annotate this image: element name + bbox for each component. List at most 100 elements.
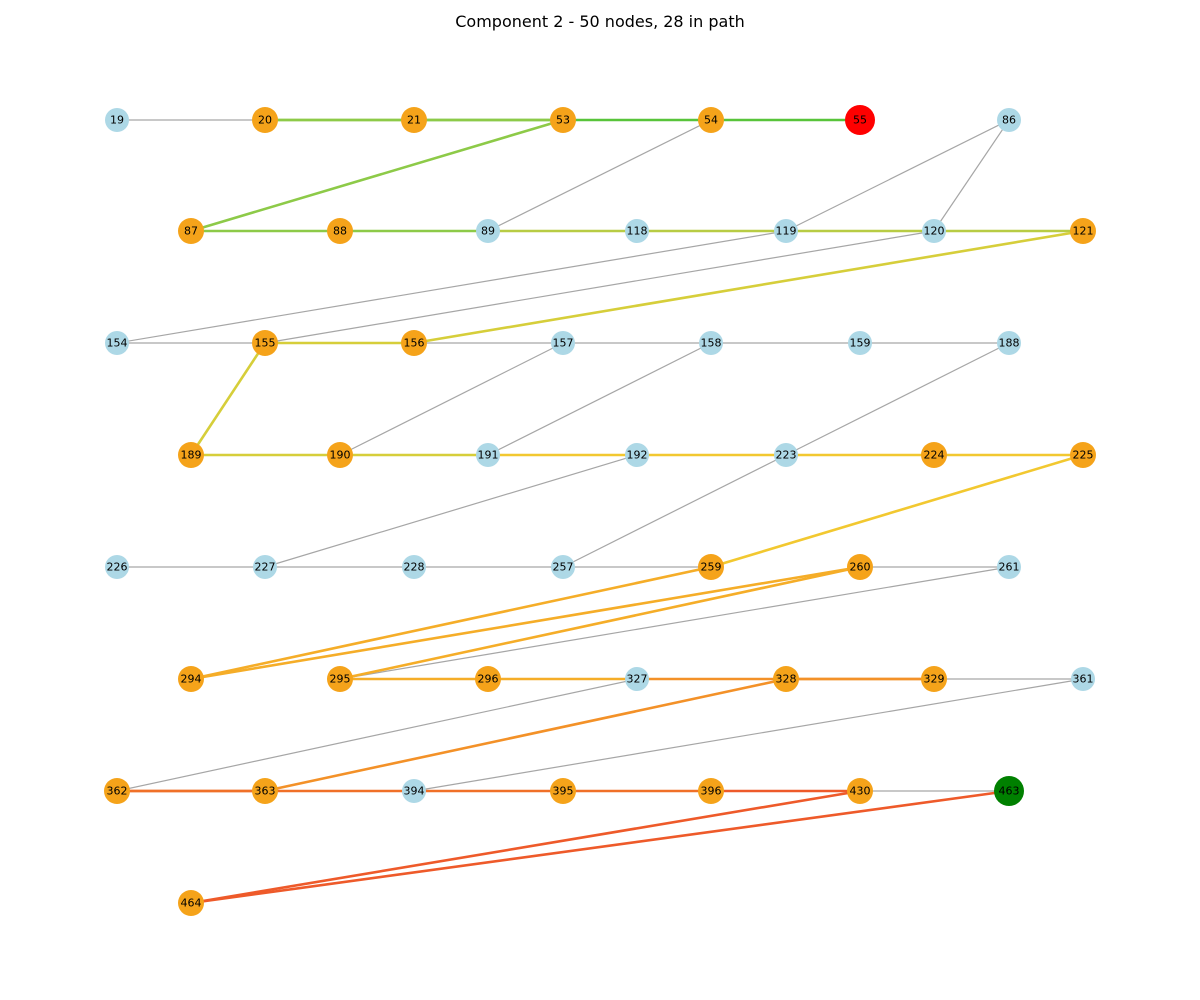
node-label-192: 192 [627, 449, 648, 462]
node-label-328: 328 [776, 673, 797, 686]
edge-192-227 [264, 454, 638, 568]
node-21: 21 [401, 107, 427, 133]
edge-120-155 [264, 230, 935, 344]
node-circle-119 [774, 219, 798, 243]
node-circle-154 [105, 331, 129, 355]
node-circle-228 [402, 555, 426, 579]
node-circle-121 [1070, 218, 1096, 244]
node-55: 55 [845, 105, 875, 135]
node-363: 363 [252, 778, 278, 804]
node-361: 361 [1071, 667, 1095, 691]
node-label-87: 87 [184, 225, 198, 238]
node-circle-53 [550, 107, 576, 133]
node-463: 463 [994, 776, 1024, 806]
node-circle-190 [327, 442, 353, 468]
path-edge-121-156 [412, 229, 1085, 345]
path-edge-430-464 [189, 789, 862, 905]
node-label-154: 154 [107, 337, 128, 350]
node-label-294: 294 [181, 673, 202, 686]
node-225: 225 [1070, 442, 1096, 468]
node-circle-260 [847, 554, 873, 580]
node-label-225: 225 [1073, 449, 1094, 462]
edge-158-191 [487, 342, 712, 456]
node-label-20: 20 [258, 114, 272, 127]
node-label-226: 226 [107, 561, 128, 574]
node-circle-223 [774, 443, 798, 467]
node-label-223: 223 [776, 449, 797, 462]
node-295: 295 [327, 666, 353, 692]
node-label-228: 228 [404, 561, 425, 574]
node-label-19: 19 [110, 114, 124, 127]
node-label-464: 464 [181, 897, 202, 910]
node-226: 226 [105, 555, 129, 579]
node-label-361: 361 [1073, 673, 1094, 686]
node-257: 257 [551, 555, 575, 579]
node-circle-327 [625, 667, 649, 691]
edge-86-119 [785, 119, 1010, 232]
node-circle-188 [997, 331, 1021, 355]
node-circle-89 [476, 219, 500, 243]
node-395: 395 [550, 778, 576, 804]
node-54: 54 [698, 107, 724, 133]
node-120: 120 [922, 219, 946, 243]
node-label-190: 190 [330, 449, 351, 462]
node-label-121: 121 [1073, 225, 1094, 238]
node-188: 188 [997, 331, 1021, 355]
node-circle-86 [997, 108, 1021, 132]
node-119: 119 [774, 219, 798, 243]
node-label-295: 295 [330, 673, 351, 686]
node-circle-225 [1070, 442, 1096, 468]
node-224: 224 [921, 442, 947, 468]
node-circle-192 [625, 443, 649, 467]
node-circle-159 [848, 331, 872, 355]
node-label-54: 54 [704, 114, 718, 127]
node-190: 190 [327, 442, 353, 468]
node-circle-329 [921, 666, 947, 692]
edge-261-295 [339, 566, 1010, 680]
node-circle-227 [253, 555, 277, 579]
node-label-396: 396 [701, 785, 722, 798]
path-edge-155-189 [189, 341, 267, 457]
node-circle-363 [252, 778, 278, 804]
node-circle-362 [104, 778, 130, 804]
node-189: 189 [178, 442, 204, 468]
path-edge-53-87 [189, 118, 565, 233]
node-154: 154 [105, 331, 129, 355]
node-label-157: 157 [553, 337, 574, 350]
path-edge-464-463 [189, 789, 1011, 905]
node-label-88: 88 [333, 225, 347, 238]
edge-54-89 [487, 119, 712, 232]
node-228: 228 [402, 555, 426, 579]
node-circle-55 [845, 105, 875, 135]
node-118: 118 [625, 219, 649, 243]
node-label-86: 86 [1002, 114, 1016, 127]
node-label-227: 227 [255, 561, 276, 574]
edge-223-257 [562, 454, 787, 568]
node-label-394: 394 [404, 785, 425, 798]
node-86: 86 [997, 108, 1021, 132]
node-circle-20 [252, 107, 278, 133]
node-circle-191 [476, 443, 500, 467]
node-464: 464 [178, 890, 204, 916]
node-20: 20 [252, 107, 278, 133]
node-121: 121 [1070, 218, 1096, 244]
node-label-53: 53 [556, 114, 570, 127]
node-label-259: 259 [701, 561, 722, 574]
path-edge-259-294 [189, 565, 713, 681]
node-label-119: 119 [776, 225, 797, 238]
node-159: 159 [848, 331, 872, 355]
node-label-89: 89 [481, 225, 495, 238]
edge-157-190 [339, 342, 564, 456]
path-edge-225-259 [709, 453, 1085, 569]
node-label-120: 120 [924, 225, 945, 238]
edge-361-394 [413, 678, 1084, 792]
node-label-155: 155 [255, 337, 276, 350]
node-362: 362 [104, 778, 130, 804]
path-edge-260-295 [338, 565, 862, 681]
node-328: 328 [773, 666, 799, 692]
chart-title: Component 2 - 50 nodes, 28 in path [455, 12, 745, 31]
node-label-55: 55 [853, 114, 867, 127]
node-label-430: 430 [850, 785, 871, 798]
edge-327-362 [116, 678, 638, 792]
node-label-257: 257 [553, 561, 574, 574]
